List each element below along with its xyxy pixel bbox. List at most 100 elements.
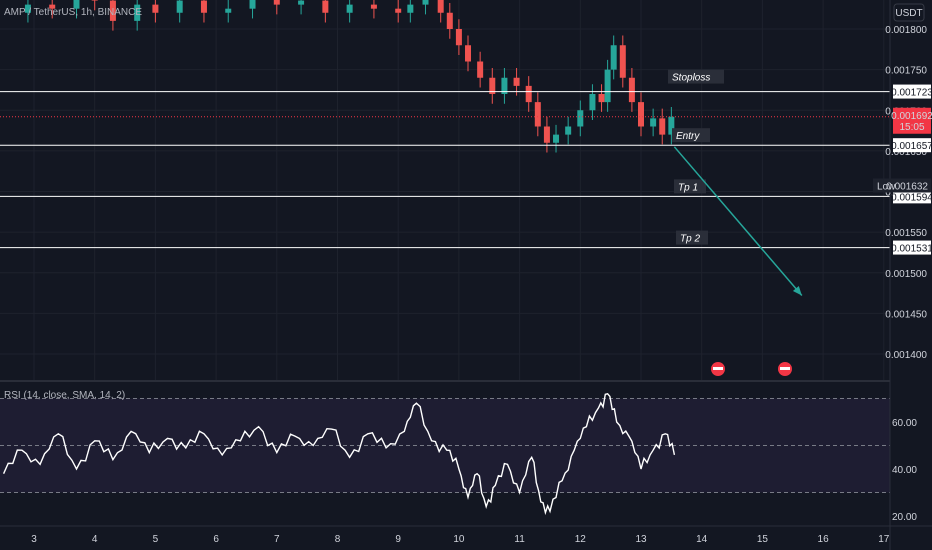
candle [298, 0, 305, 5]
candle [589, 94, 596, 111]
level-price-badge [893, 84, 931, 99]
currency-button-label: USDT [895, 8, 922, 19]
candle [225, 8, 232, 13]
price-badges: 0.0017230.0016570.0015940.001531Low0.001… [873, 84, 932, 255]
time-tick-label: 8 [335, 534, 341, 545]
candle [407, 4, 414, 13]
price-levels: Stoploss Entry Tp 1 Tp 2 [0, 69, 890, 249]
candle [73, 0, 80, 9]
level-label-box[interactable] [672, 128, 710, 143]
candle [553, 134, 560, 143]
candle [650, 118, 657, 127]
level-price-badge-label: 0.001594 [891, 192, 932, 203]
candle [525, 85, 532, 103]
candle [49, 4, 56, 9]
candle [249, 0, 256, 9]
candle [346, 4, 353, 13]
rsi-title: RSI (14, close, SMA, 14, 2) [4, 390, 125, 401]
time-tick-label: 10 [453, 534, 465, 545]
time-tick-label: 13 [635, 534, 647, 545]
candle [200, 0, 207, 13]
current-price-badge [893, 107, 931, 134]
time-axis[interactable]: 3 4 5 6 7 8 9 10 11 12 13 14 15 16 17 [0, 525, 932, 545]
candle [465, 45, 472, 62]
level-price-badge [893, 189, 931, 204]
time-tick-label: 12 [575, 534, 587, 545]
candle [176, 0, 183, 13]
flag-icon-stripe [780, 367, 790, 370]
candle [513, 77, 520, 86]
candle [659, 118, 666, 135]
candle [604, 69, 611, 103]
level-price-badge-label: 0.001723 [891, 88, 932, 99]
time-tick-label: 14 [696, 534, 708, 545]
rsi-tick-label: 20.00 [892, 512, 917, 523]
candle [134, 4, 141, 21]
countdown-label: 15:05 [899, 122, 924, 133]
price-candles [24, 0, 675, 153]
rsi-bands [0, 398, 890, 493]
price-tick-label: 0.001450 [885, 309, 927, 320]
projection-arrow [673, 146, 803, 296]
candle [668, 116, 675, 135]
candle [437, 0, 444, 13]
candle [455, 29, 462, 46]
level-label: Tp 1 [678, 182, 698, 193]
event-markers[interactable] [711, 362, 792, 376]
price-tick-label: 0.001500 [885, 269, 927, 280]
candle [446, 12, 453, 29]
time-tick-label: 16 [818, 534, 830, 545]
price-tick-label: 0.001800 [885, 25, 927, 36]
low-price-badge [873, 178, 931, 193]
level-label: Tp 2 [680, 234, 700, 245]
level-label-box[interactable] [668, 69, 724, 84]
candle [91, 0, 98, 1]
candle [501, 77, 508, 94]
rsi-axis[interactable]: 60.00 40.00 20.00 [892, 418, 917, 523]
time-tick-label: 6 [213, 534, 219, 545]
grid [0, 0, 890, 382]
price-tick-label: 0.001550 [885, 228, 927, 239]
time-tick-label: 5 [153, 534, 159, 545]
time-tick-label: 9 [395, 534, 401, 545]
candle [628, 77, 635, 103]
candle [489, 77, 496, 94]
time-tick-label: 11 [514, 534, 525, 545]
time-tick-label: 15 [757, 534, 769, 545]
level-price-badge-label: 0.001657 [891, 141, 932, 152]
price-tick-label: 0.001650 [885, 147, 927, 158]
candle [395, 8, 402, 13]
time-tick-label: 7 [274, 534, 280, 545]
level-label: Stoploss [672, 73, 710, 84]
candle [543, 126, 550, 143]
candle [370, 4, 377, 9]
candle [619, 45, 626, 78]
candle [109, 0, 116, 21]
time-tick-label: 17 [878, 534, 890, 545]
candle [24, 4, 31, 13]
price-tick-label: 0.001750 [885, 66, 927, 77]
candle [638, 102, 644, 127]
low-label: Low [877, 182, 896, 193]
projection-arrow-head [792, 285, 802, 296]
level-label-box[interactable] [676, 230, 708, 245]
time-tick-label: 3 [31, 534, 37, 545]
candle [565, 126, 572, 135]
level-price-badge [893, 138, 931, 153]
candle [422, 0, 429, 5]
rsi-tick-label: 60.00 [892, 418, 917, 429]
level-price-badge [893, 240, 931, 255]
candle [577, 110, 584, 127]
level-label-box[interactable] [674, 179, 706, 194]
low-price-label: 0.001632 [886, 182, 928, 193]
rsi-line [2, 393, 676, 516]
rsi-tick-label: 40.00 [892, 465, 917, 476]
level-label: Entry [676, 131, 700, 142]
price-tick-label: 0.001400 [885, 350, 927, 361]
current-price-label: 0.001692 [891, 111, 932, 122]
flag-icon-stripe [713, 367, 723, 370]
level-price-badge-label: 0.001531 [891, 244, 932, 255]
candle [477, 61, 484, 78]
currency-button[interactable] [893, 3, 925, 22]
